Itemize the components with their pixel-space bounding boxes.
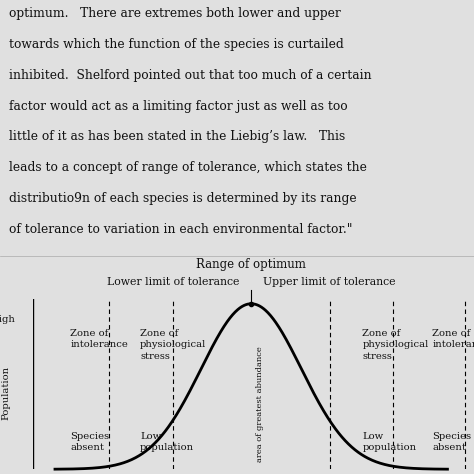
Text: Low
population: Low population bbox=[363, 432, 417, 452]
Text: Zone of
physiological
stress: Zone of physiological stress bbox=[140, 329, 206, 361]
Text: Zone of
intolerance: Zone of intolerance bbox=[432, 329, 474, 349]
Text: inhibited.  Shelford pointed out that too much of a certain: inhibited. Shelford pointed out that too… bbox=[9, 69, 372, 82]
Text: of tolerance to variation in each environmental factor.": of tolerance to variation in each enviro… bbox=[9, 223, 353, 236]
Text: Range of optimum: Range of optimum bbox=[196, 258, 306, 271]
Text: area of greatest abundance: area of greatest abundance bbox=[256, 346, 264, 462]
Text: optimum.   There are extremes both lower and upper: optimum. There are extremes both lower a… bbox=[9, 7, 341, 20]
Text: leads to a concept of range of tolerance, which states the: leads to a concept of range of tolerance… bbox=[9, 161, 367, 174]
Text: Zone of
physiological
stress: Zone of physiological stress bbox=[363, 329, 428, 361]
Text: little of it as has been stated in the Liebig’s law.   This: little of it as has been stated in the L… bbox=[9, 130, 346, 143]
Text: Species
absent: Species absent bbox=[70, 432, 109, 452]
Text: factor would act as a limiting factor just as well as too: factor would act as a limiting factor ju… bbox=[9, 100, 348, 112]
Text: Species
absent: Species absent bbox=[432, 432, 471, 452]
Text: Population: Population bbox=[1, 365, 10, 419]
Text: Low
population: Low population bbox=[140, 432, 194, 452]
Text: High: High bbox=[0, 315, 16, 324]
Text: Lower limit of tolerance: Lower limit of tolerance bbox=[107, 277, 239, 287]
Text: Upper limit of tolerance: Upper limit of tolerance bbox=[264, 277, 396, 287]
Text: Zone of
intolerance: Zone of intolerance bbox=[70, 329, 128, 349]
Text: towards which the function of the species is curtailed: towards which the function of the specie… bbox=[9, 38, 344, 51]
Text: distributio9n of each species is determined by its range: distributio9n of each species is determi… bbox=[9, 192, 357, 205]
